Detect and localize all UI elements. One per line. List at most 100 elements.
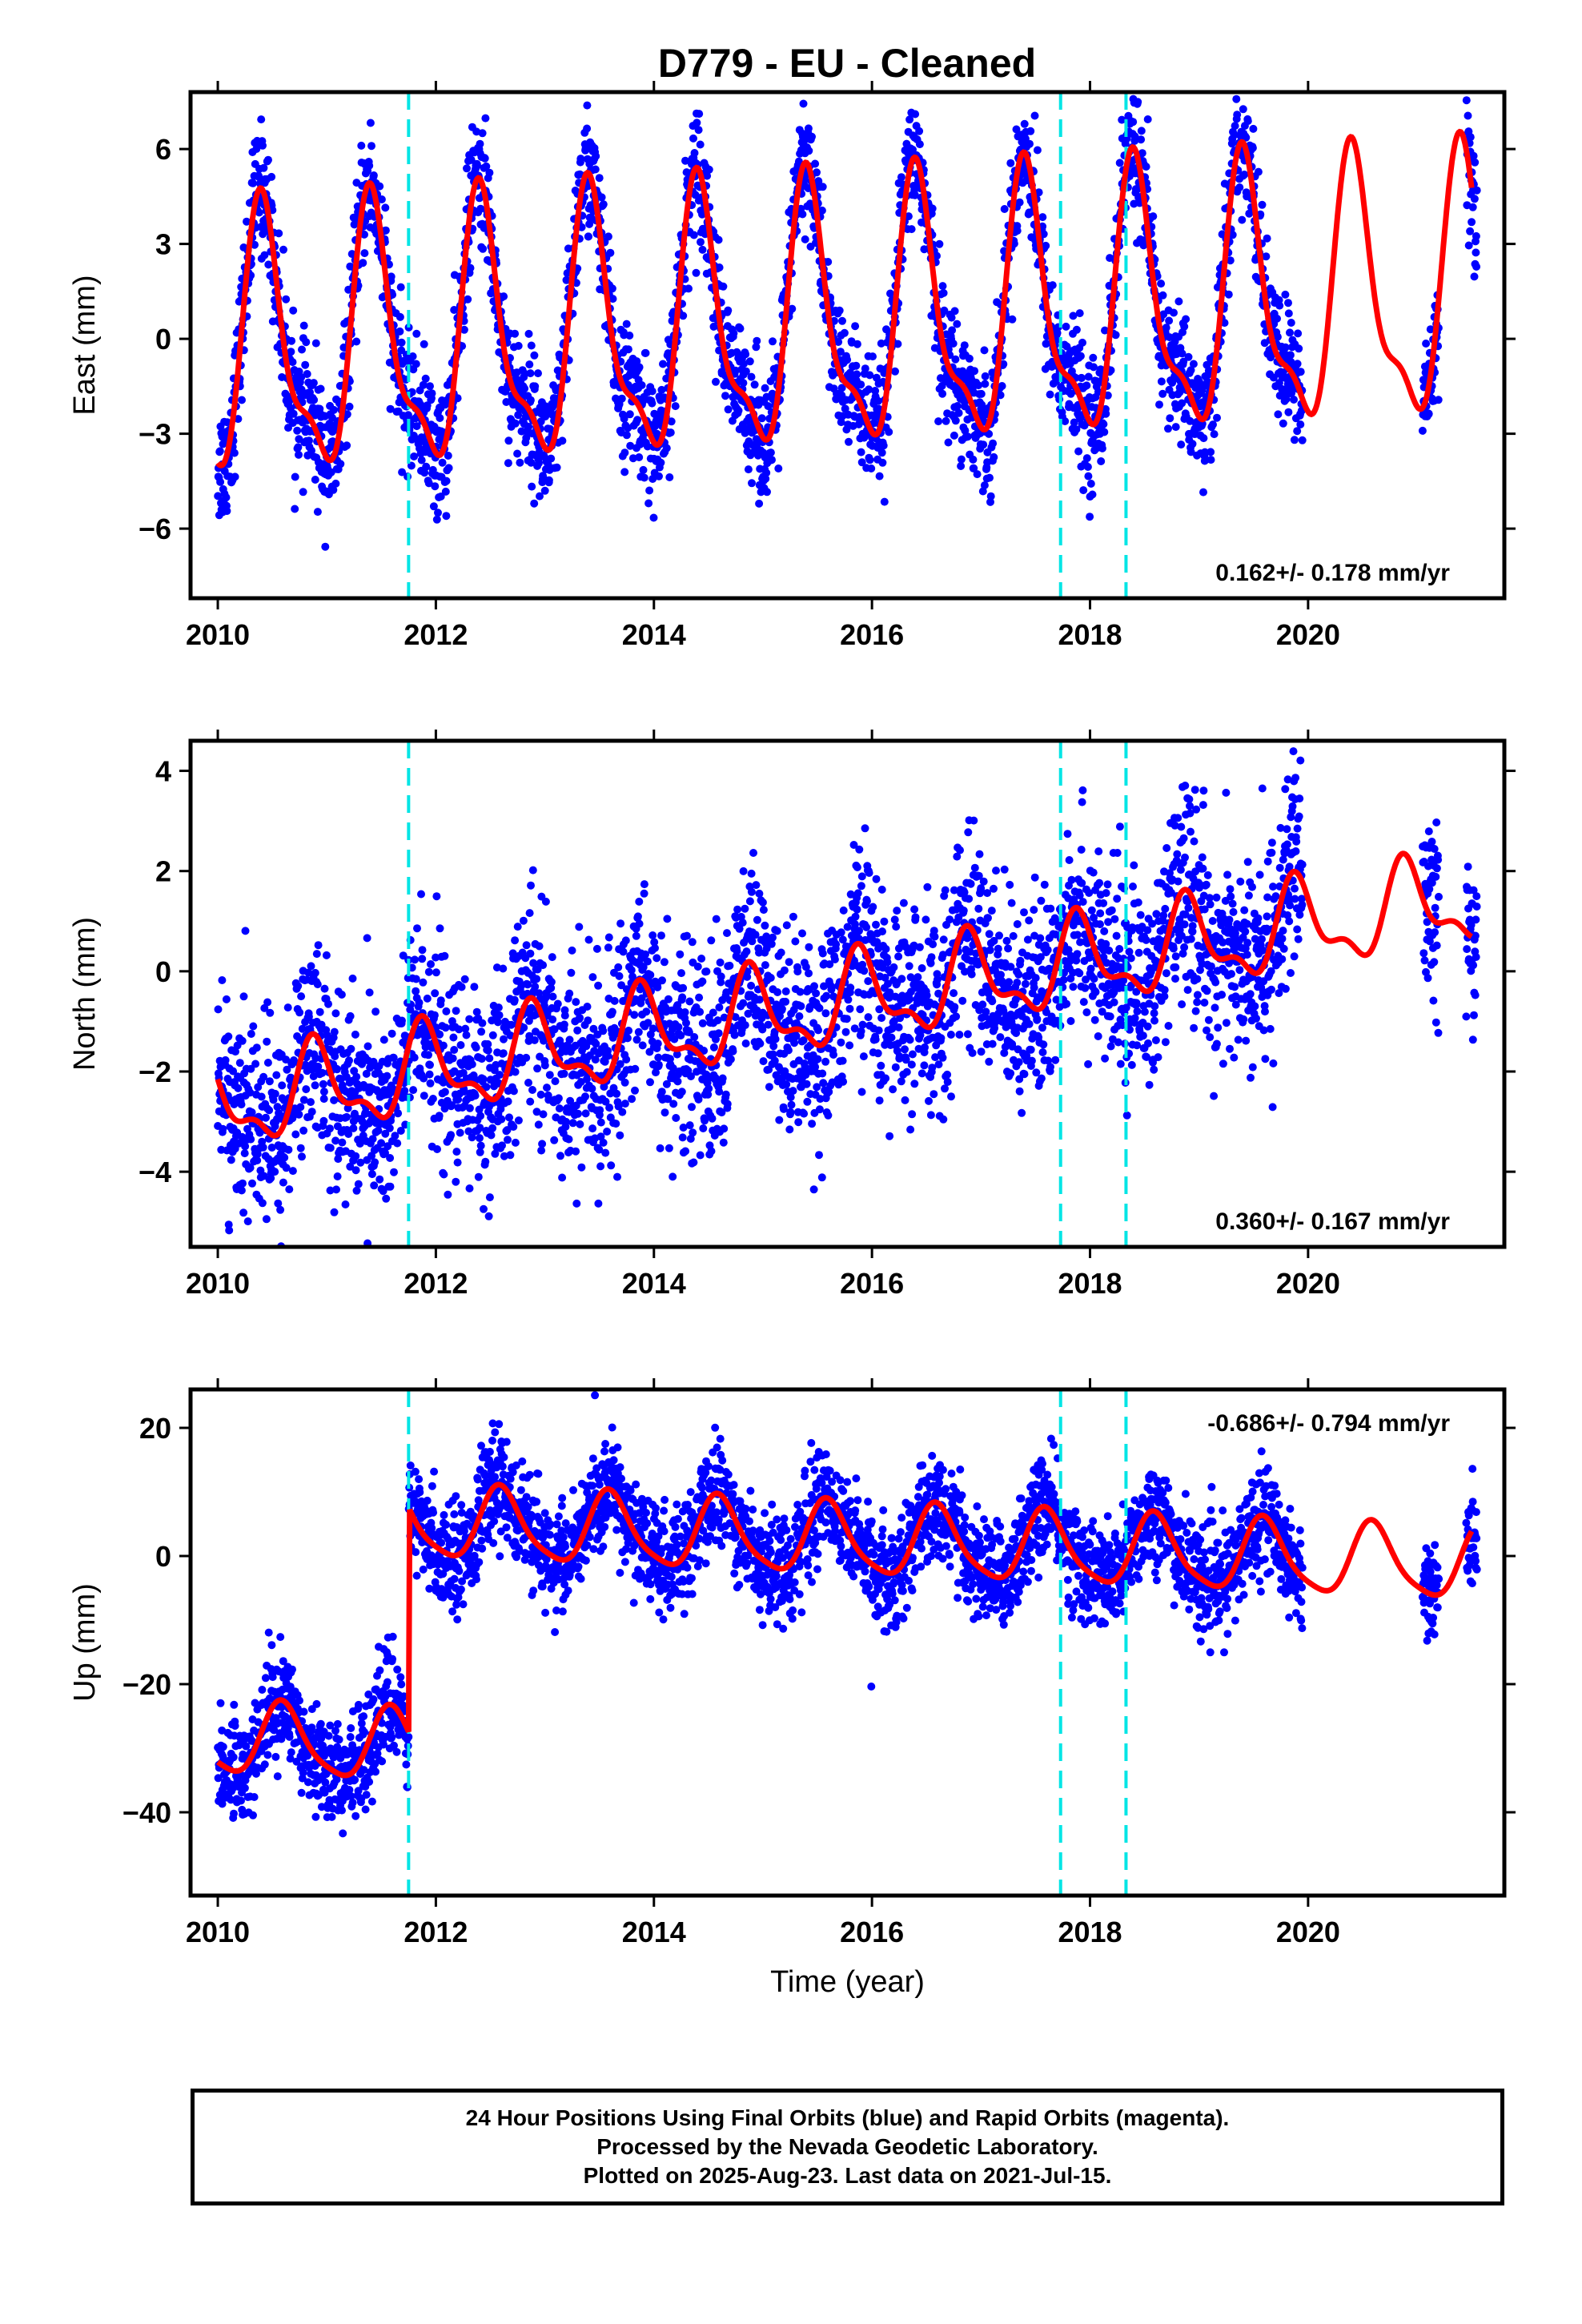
data-point — [1174, 297, 1183, 306]
data-point — [1470, 272, 1479, 281]
data-point — [500, 292, 508, 301]
data-point — [953, 320, 962, 328]
data-point — [271, 1168, 279, 1176]
data-point — [808, 132, 816, 141]
data-point — [298, 1152, 306, 1161]
data-point — [498, 1141, 506, 1150]
data-point — [835, 306, 844, 315]
data-point — [648, 387, 656, 396]
data-point — [324, 999, 332, 1008]
data-point — [478, 129, 487, 138]
data-point — [1287, 319, 1295, 327]
data-point — [547, 983, 556, 992]
data-point — [957, 455, 966, 464]
data-point — [230, 448, 239, 457]
data-point — [560, 1069, 568, 1078]
data-point — [799, 99, 808, 108]
data-point — [375, 182, 384, 191]
data-point — [714, 1029, 723, 1038]
data-point — [798, 210, 807, 219]
data-point — [626, 441, 635, 450]
data-point — [481, 114, 490, 123]
data-point — [360, 230, 368, 239]
data-point — [608, 284, 616, 293]
data-point — [434, 509, 442, 517]
data-point — [476, 1124, 484, 1132]
data-point — [284, 1145, 293, 1154]
data-point — [500, 1152, 508, 1160]
data-point — [940, 306, 949, 315]
data-point — [554, 1094, 563, 1103]
data-point — [624, 1027, 633, 1035]
data-point — [223, 507, 231, 516]
data-point — [369, 171, 378, 179]
data-point — [477, 1055, 486, 1063]
data-point — [1084, 472, 1093, 480]
data-point — [1469, 151, 1478, 160]
data-point — [893, 340, 902, 348]
data-point — [522, 1053, 531, 1062]
data-point — [857, 458, 866, 467]
data-point — [857, 380, 865, 389]
data-point — [632, 1035, 641, 1044]
data-point — [331, 479, 340, 488]
data-point — [1232, 82, 1240, 90]
data-point — [431, 989, 440, 998]
data-point — [425, 1070, 434, 1079]
data-point — [694, 1095, 703, 1104]
data-point — [723, 929, 731, 938]
data-point — [640, 889, 648, 898]
data-point — [1072, 325, 1081, 334]
data-point — [411, 955, 419, 964]
data-point — [249, 179, 257, 187]
data-point — [322, 951, 331, 959]
x-tick-label: 2018 — [1058, 618, 1122, 651]
data-point — [581, 1109, 590, 1118]
data-point — [1126, 82, 1134, 90]
data-point — [954, 408, 963, 417]
data-point — [824, 258, 833, 266]
data-point — [607, 1161, 616, 1170]
data-point — [1298, 436, 1307, 444]
data-point — [620, 468, 629, 476]
data-point — [514, 411, 523, 420]
data-point — [577, 1163, 586, 1172]
data-point — [343, 1112, 351, 1121]
data-point — [444, 1190, 452, 1199]
data-point — [243, 1217, 252, 1226]
data-point — [1033, 146, 1042, 155]
data-point — [398, 1016, 406, 1025]
data-point — [511, 1138, 520, 1147]
data-point — [653, 1039, 662, 1048]
data-point — [620, 1078, 629, 1087]
data-point — [503, 1126, 512, 1135]
data-point — [662, 444, 671, 452]
data-point — [363, 934, 371, 943]
data-point — [442, 476, 451, 485]
data-point — [338, 1138, 347, 1147]
data-point — [239, 992, 248, 1001]
data-point — [622, 320, 631, 328]
data-point — [386, 404, 395, 413]
data-point — [480, 1204, 488, 1213]
data-point — [496, 1104, 505, 1113]
data-point — [295, 1110, 303, 1119]
data-point — [1086, 513, 1094, 521]
data-point — [689, 1158, 698, 1167]
data-point — [379, 1187, 387, 1196]
data-point — [1111, 331, 1120, 340]
data-point — [387, 1029, 396, 1038]
data-point — [688, 938, 697, 947]
data-point — [389, 1053, 398, 1062]
data-point — [648, 931, 657, 939]
data-point — [1281, 343, 1290, 352]
data-point — [1139, 241, 1148, 250]
data-point — [291, 505, 299, 513]
data-point — [413, 924, 421, 933]
data-point — [219, 1124, 227, 1133]
data-point — [752, 343, 761, 352]
data-point — [381, 226, 390, 235]
data-point — [536, 1090, 545, 1099]
data-point — [672, 1114, 681, 1122]
data-point — [985, 429, 994, 438]
